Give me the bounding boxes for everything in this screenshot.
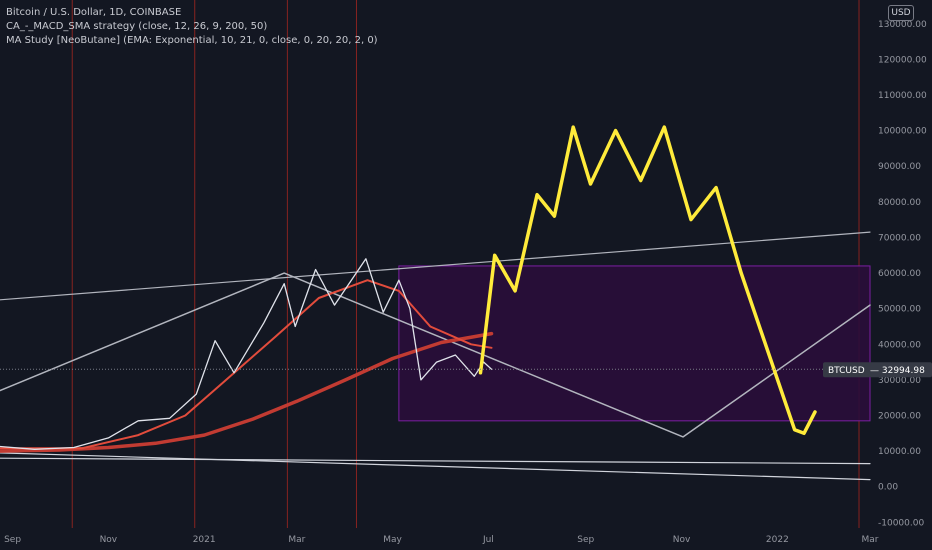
x-tick-label: 2021 [193,535,216,545]
symbol-title[interactable]: Bitcoin / U.S. Dollar, 1D, COINBASE [6,7,182,18]
projection-path [478,125,817,436]
x-tick-label: Sep [577,535,594,545]
ema-ribbon-line [0,279,493,450]
y-tick-label: 10000.00 [878,447,921,457]
x-tick-label: Mar [862,535,879,545]
y-tick-label: 130000.00 [878,20,927,30]
trendline-upper [0,231,871,301]
y-tick-label: 100000.00 [878,127,927,137]
x-tick-label: Nov [100,535,118,545]
ma-200-line [0,331,494,453]
y-tick-label: 110000.00 [878,91,927,101]
price-tag-value: — 32994.98 [870,366,925,376]
chart-legend: Bitcoin / U.S. Dollar, 1D, COINBASE CA_-… [6,6,378,48]
y-tick-label: 70000.00 [878,233,921,243]
target-zone [398,265,871,422]
x-tick-label: Mar [288,535,305,545]
y-tick-label: 60000.00 [878,269,921,279]
price-tag-symbol: BTCUSD [828,366,865,376]
y-tick-label: 20000.00 [878,411,921,421]
y-tick-label: -10000.00 [878,518,924,528]
trendline-bottom [0,457,871,465]
y-tick-label: 30000.00 [878,376,921,386]
price-tag-box [823,362,932,378]
price-line [0,258,493,450]
y-tick-label: 50000.00 [878,305,921,315]
y-tick-label: 40000.00 [878,340,921,350]
trendline-lower [0,452,871,481]
indicator-macd-label[interactable]: CA_-_MACD_SMA strategy (close, 12, 26, 9… [6,21,268,32]
y-tick-label: 90000.00 [878,162,921,172]
y-tick-label: 80000.00 [878,198,921,208]
x-tick-label: May [383,535,402,545]
y-tick-label: 120000.00 [878,55,927,65]
x-tick-label: 2022 [766,535,789,545]
x-tick-label: Nov [673,535,691,545]
currency-button[interactable]: USD [888,5,914,21]
y-tick-label: 0.00 [878,483,898,493]
indicator-ma-study-label[interactable]: MA Study [NeoButane] (EMA: Exponential, … [6,35,378,46]
x-tick-label: Sep [4,535,21,545]
x-tick-label: Jul [482,535,494,545]
